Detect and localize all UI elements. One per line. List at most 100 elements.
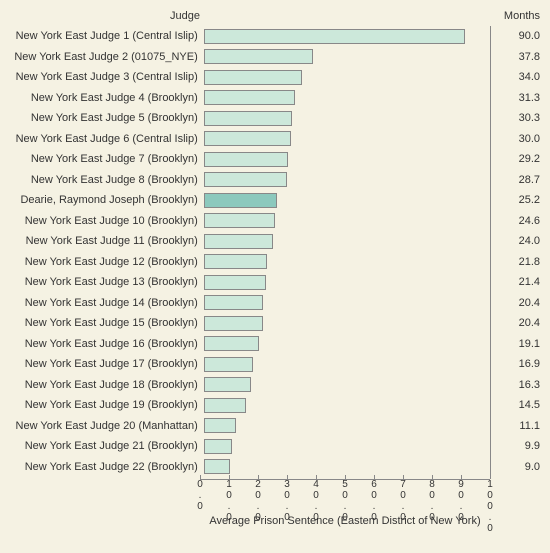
months-value: 28.7 xyxy=(491,174,550,186)
judge-label: New York East Judge 3 (Central Islip) xyxy=(0,71,204,83)
bar-area xyxy=(204,47,491,68)
months-value: 19.1 xyxy=(491,338,550,350)
judge-label: New York East Judge 6 (Central Islip) xyxy=(0,133,204,145)
bar xyxy=(204,234,274,249)
chart-row: New York East Judge 21 (Brooklyn) 9.9 xyxy=(0,436,550,457)
bar xyxy=(204,275,266,290)
bar xyxy=(204,29,465,44)
chart-row: New York East Judge 13 (Brooklyn) 21.4 xyxy=(0,272,550,293)
bar-area xyxy=(204,231,491,252)
bar xyxy=(204,131,291,146)
sentence-chart: Judge Months New York East Judge 1 (Cent… xyxy=(0,0,550,553)
months-value: 34.0 xyxy=(491,71,550,83)
months-value: 9.0 xyxy=(491,461,550,473)
months-value: 25.2 xyxy=(491,194,550,206)
bar xyxy=(204,316,263,331)
months-value: 14.5 xyxy=(491,399,550,411)
chart-row: New York East Judge 11 (Brooklyn) 24.0 xyxy=(0,231,550,252)
months-value: 20.4 xyxy=(491,297,550,309)
bar-area xyxy=(204,395,491,416)
bar xyxy=(204,193,277,208)
chart-row: New York East Judge 14 (Brooklyn) 20.4 xyxy=(0,293,550,314)
chart-header: Judge Months xyxy=(0,10,550,22)
judge-label: New York East Judge 8 (Brooklyn) xyxy=(0,174,204,186)
chart-row: New York East Judge 12 (Brooklyn) 21.8 xyxy=(0,252,550,273)
judge-label: New York East Judge 12 (Brooklyn) xyxy=(0,256,204,268)
x-axis-ticks: 0 . 01 0 . 02 0 . 03 0 . 04 0 . 05 0 . 0… xyxy=(200,479,490,509)
judge-label: New York East Judge 13 (Brooklyn) xyxy=(0,276,204,288)
months-value: 16.3 xyxy=(491,379,550,391)
bar-area xyxy=(204,190,491,211)
bar-area xyxy=(204,88,491,109)
months-value: 37.8 xyxy=(491,51,550,63)
x-axis: 0 . 01 0 . 02 0 . 03 0 . 04 0 . 05 0 . 0… xyxy=(0,479,550,509)
chart-row: New York East Judge 17 (Brooklyn) 16.9 xyxy=(0,354,550,375)
months-value: 30.3 xyxy=(491,112,550,124)
chart-row: New York East Judge 8 (Brooklyn) 28.7 xyxy=(0,170,550,191)
header-judge-label: Judge xyxy=(0,10,206,22)
bar xyxy=(204,111,292,126)
judge-label: New York East Judge 7 (Brooklyn) xyxy=(0,153,204,165)
judge-label: New York East Judge 19 (Brooklyn) xyxy=(0,399,204,411)
bar-area xyxy=(204,272,491,293)
judge-label: New York East Judge 4 (Brooklyn) xyxy=(0,92,204,104)
chart-rows: New York East Judge 1 (Central Islip)90.… xyxy=(0,26,550,477)
tick-label: 3 0 . 0 xyxy=(284,479,290,523)
chart-row: New York East Judge 18 (Brooklyn)16.3 xyxy=(0,375,550,396)
months-value: 16.9 xyxy=(491,358,550,370)
bar xyxy=(204,439,233,454)
months-value: 29.2 xyxy=(491,153,550,165)
chart-row: New York East Judge 16 (Brooklyn) 19.1 xyxy=(0,334,550,355)
judge-label: New York East Judge 20 (Manhattan) xyxy=(0,420,204,432)
judge-label: New York East Judge 17 (Brooklyn) xyxy=(0,358,204,370)
chart-row: New York East Judge 7 (Brooklyn) 29.2 xyxy=(0,149,550,170)
judge-label: New York East Judge 11 (Brooklyn) xyxy=(0,235,204,247)
bar-area xyxy=(204,252,491,273)
bar-area xyxy=(204,170,491,191)
header-months-label: Months xyxy=(490,10,550,22)
bar xyxy=(204,398,246,413)
chart-row: New York East Judge 19 (Brooklyn) 14.5 xyxy=(0,395,550,416)
months-value: 24.0 xyxy=(491,235,550,247)
judge-label: New York East Judge 14 (Brooklyn) xyxy=(0,297,204,309)
judge-label: New York East Judge 10 (Brooklyn) xyxy=(0,215,204,227)
tick-label: 4 0 . 0 xyxy=(313,479,319,523)
months-value: 21.8 xyxy=(491,256,550,268)
months-value: 11.1 xyxy=(491,420,550,432)
chart-row: New York East Judge 15 (Brooklyn)20.4 xyxy=(0,313,550,334)
tick-label: 1 0 0 . 0 xyxy=(487,479,493,534)
chart-row: New York East Judge 10 (Brooklyn) 24.6 xyxy=(0,211,550,232)
chart-row: New York East Judge 4 (Brooklyn)31.3 xyxy=(0,88,550,109)
bar-area xyxy=(204,129,491,150)
months-value: 9.9 xyxy=(491,440,550,452)
judge-label: New York East Judge 16 (Brooklyn) xyxy=(0,338,204,350)
bar xyxy=(204,336,259,351)
bar-area xyxy=(204,416,491,437)
judge-label: New York East Judge 5 (Brooklyn) xyxy=(0,112,204,124)
bar-area xyxy=(204,313,491,334)
chart-row: New York East Judge 3 (Central Islip) 34.… xyxy=(0,67,550,88)
chart-row: New York East Judge 2 (01075_NYE) 37.8 xyxy=(0,47,550,68)
judge-label: New York East Judge 2 (01075_NYE) xyxy=(0,51,204,63)
bar xyxy=(204,70,303,85)
chart-row: New York East Judge 1 (Central Islip)90.… xyxy=(0,26,550,47)
bar xyxy=(204,377,251,392)
bar xyxy=(204,418,236,433)
months-value: 21.4 xyxy=(491,276,550,288)
chart-row: New York East Judge 22 (Brooklyn)9.0 xyxy=(0,457,550,478)
bar xyxy=(204,254,267,269)
judge-label: New York East Judge 1 (Central Islip) xyxy=(0,30,204,42)
tick-label: 1 0 . 0 xyxy=(226,479,232,523)
bar xyxy=(204,459,230,474)
bar xyxy=(204,357,253,372)
bar-area xyxy=(204,149,491,170)
bar-area xyxy=(204,354,491,375)
tick-label: 7 0 . 0 xyxy=(400,479,406,523)
chart-row: New York East Judge 5 (Brooklyn) 30.3 xyxy=(0,108,550,129)
tick-label: 8 0 . 0 xyxy=(429,479,435,523)
tick-label: 5 0 . 0 xyxy=(342,479,348,523)
judge-label: New York East Judge 21 (Brooklyn) xyxy=(0,440,204,452)
bar xyxy=(204,213,275,228)
chart-row: New York East Judge 6 (Central Islip)30.… xyxy=(0,129,550,150)
months-value: 24.6 xyxy=(491,215,550,227)
